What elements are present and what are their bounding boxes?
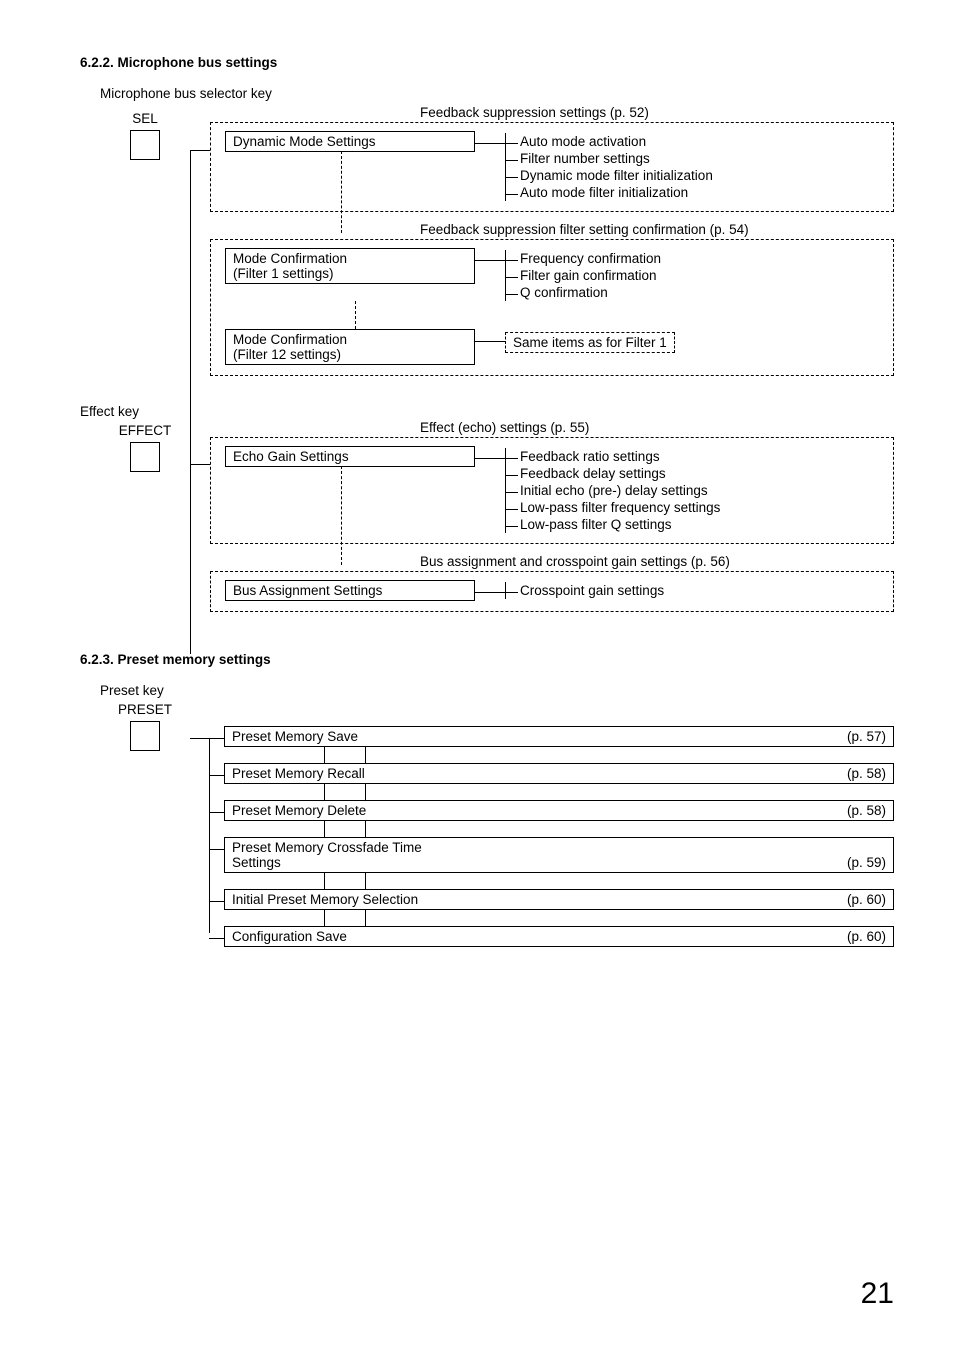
sub-item: Frequency confirmation [520, 250, 661, 267]
sub-item: Feedback delay settings [520, 465, 720, 482]
mic-bus-caption: Microphone bus selector key [100, 86, 894, 101]
sub-item: Auto mode filter initialization [520, 184, 713, 201]
sel-key-square [130, 130, 160, 160]
group-effect-title: Effect (echo) settings (p. 55) [210, 420, 894, 435]
preset-key-square [130, 721, 160, 751]
group-confirm-title: Feedback suppression filter setting conf… [210, 222, 894, 237]
filter12-box: Mode Confirmation (Filter 12 settings) [225, 329, 475, 365]
preset-row-label: Preset Memory Save [232, 729, 358, 744]
sel-key-label: SEL [100, 111, 190, 126]
section-622-heading: 6.2.2. Microphone bus settings [80, 55, 894, 70]
filter1-box: Mode Confirmation (Filter 1 settings) [225, 248, 475, 284]
effect-key-label: EFFECT [100, 423, 190, 438]
page-number: 21 [861, 1277, 894, 1311]
sub-item: Q confirmation [520, 284, 661, 301]
echo-gain-box: Echo Gain Settings [225, 446, 475, 467]
effect-key-square [130, 442, 160, 472]
preset-row-box: Configuration Save (p. 60) [224, 926, 894, 947]
sub-item: Feedback ratio settings [520, 448, 720, 465]
preset-row-box: Initial Preset Memory Selection (p. 60) [224, 889, 894, 910]
sub-item: Filter gain confirmation [520, 267, 661, 284]
preset-row-page: (p. 58) [847, 803, 886, 818]
preset-row-page: (p. 60) [847, 892, 886, 907]
preset-row-page: (p. 59) [847, 855, 886, 870]
preset-caption: Preset key [100, 683, 894, 698]
preset-row-page: (p. 57) [847, 729, 886, 744]
preset-row-box: Preset Memory Delete (p. 58) [224, 800, 894, 821]
dynamic-mode-box: Dynamic Mode Settings [225, 131, 475, 152]
bus-assign-box: Bus Assignment Settings [225, 580, 475, 601]
preset-row-page: (p. 58) [847, 766, 886, 781]
sub-item: Filter number settings [520, 150, 713, 167]
preset-row-label: Preset Memory Crossfade Time Settings [232, 840, 432, 870]
preset-row-label: Preset Memory Recall [232, 766, 365, 781]
sub-item: Crosspoint gain settings [520, 582, 664, 599]
preset-row-label: Initial Preset Memory Selection [232, 892, 418, 907]
section-623-heading: 6.2.3. Preset memory settings [80, 652, 894, 667]
same-items-note: Same items as for Filter 1 [505, 332, 675, 353]
sub-item: Dynamic mode filter initialization [520, 167, 713, 184]
preset-row-label: Configuration Save [232, 929, 347, 944]
preset-row-box: Preset Memory Save (p. 57) [224, 726, 894, 747]
preset-row-box: Preset Memory Crossfade Time Settings (p.… [224, 837, 894, 873]
sub-item: Initial echo (pre-) delay settings [520, 482, 720, 499]
sub-item: Auto mode activation [520, 133, 713, 150]
group-bus-title: Bus assignment and crosspoint gain setti… [210, 554, 894, 569]
preset-row-label: Preset Memory Delete [232, 803, 366, 818]
preset-row-page: (p. 60) [847, 929, 886, 944]
effect-caption: Effect key [80, 404, 190, 419]
sub-item: Low-pass filter frequency settings [520, 499, 720, 516]
preset-key-label: PRESET [100, 702, 190, 717]
sub-item: Low-pass filter Q settings [520, 516, 720, 533]
preset-row-box: Preset Memory Recall (p. 58) [224, 763, 894, 784]
group-feedback-title: Feedback suppression settings (p. 52) [210, 105, 894, 120]
